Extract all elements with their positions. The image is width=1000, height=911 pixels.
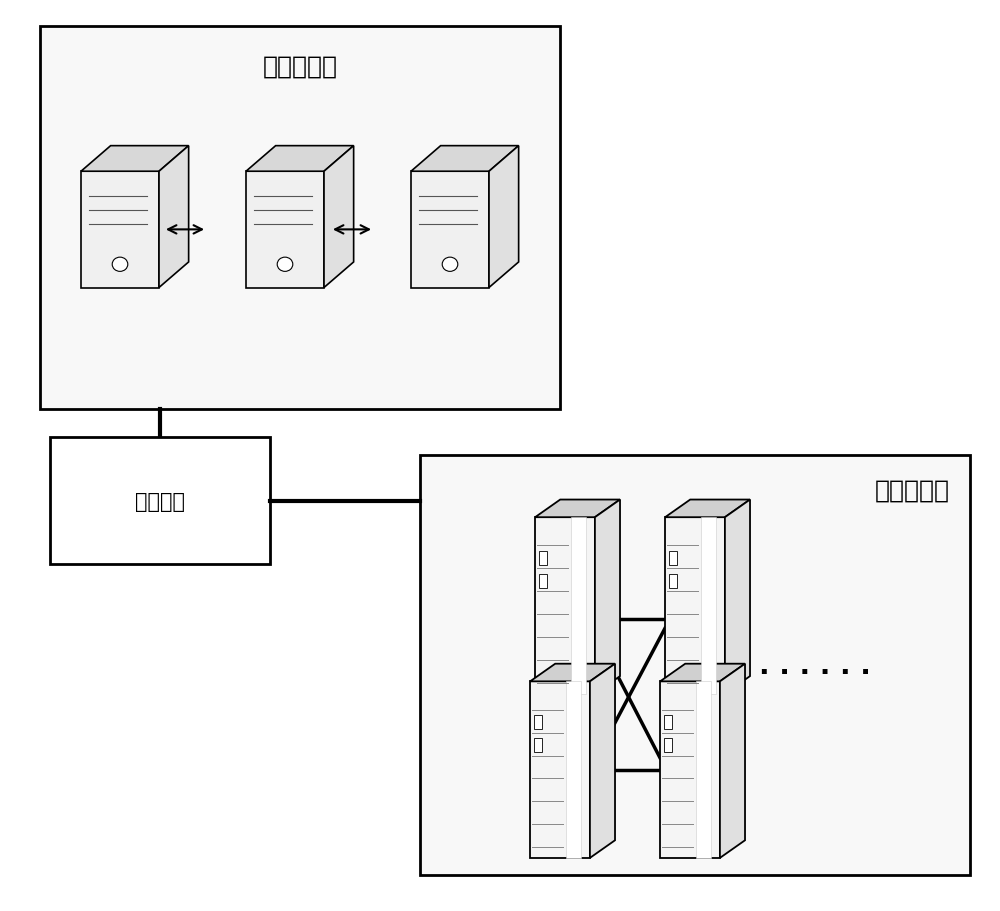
Polygon shape [246,172,324,288]
Polygon shape [246,147,354,172]
Polygon shape [720,664,745,858]
Polygon shape [535,500,620,517]
Text: 中央控制器: 中央控制器 [875,478,950,502]
Polygon shape [159,147,189,288]
Polygon shape [701,517,716,694]
FancyBboxPatch shape [420,456,970,875]
Polygon shape [535,517,595,694]
Bar [539,551,547,565]
Polygon shape [530,664,615,681]
Circle shape [112,258,128,272]
Bar [664,715,672,729]
Polygon shape [665,500,750,517]
Bar [534,715,542,729]
Polygon shape [660,681,720,858]
Bar [669,574,677,589]
Polygon shape [660,664,745,681]
Bar [539,574,547,589]
Bar [669,551,677,565]
Text: 本地组件: 本地组件 [135,491,185,511]
Circle shape [442,258,458,272]
FancyBboxPatch shape [40,27,560,410]
Polygon shape [571,517,586,694]
Bar [534,738,542,752]
Polygon shape [725,500,750,694]
FancyBboxPatch shape [50,437,270,565]
Polygon shape [81,147,189,172]
Polygon shape [489,147,519,288]
Polygon shape [590,664,615,858]
Bar [664,738,672,752]
Polygon shape [595,500,620,694]
Circle shape [277,258,293,272]
Polygon shape [665,517,725,694]
Text: 应用服务器: 应用服务器 [262,55,338,78]
Polygon shape [566,681,581,858]
Polygon shape [530,681,590,858]
Polygon shape [696,681,711,858]
Polygon shape [411,172,489,288]
Polygon shape [81,172,159,288]
Text: . . . . . .: . . . . . . [759,651,871,679]
Polygon shape [411,147,519,172]
Polygon shape [324,147,354,288]
